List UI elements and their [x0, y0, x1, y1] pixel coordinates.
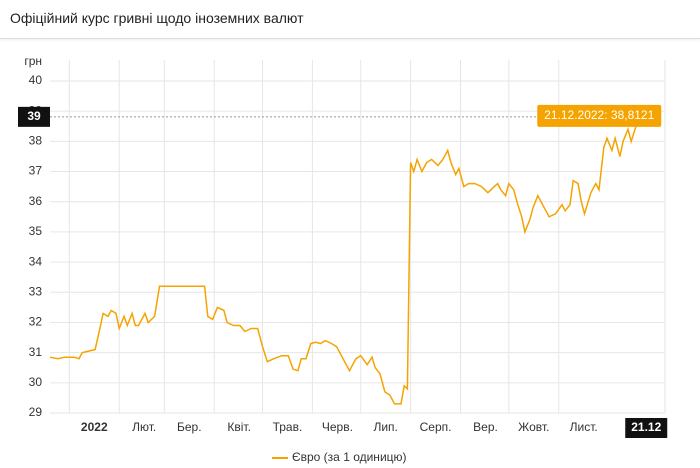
y-crosshair-label: 39	[27, 109, 41, 123]
legend-label: Євро (за 1 одиницю)	[292, 450, 407, 464]
y-axis-label: грн	[24, 54, 42, 68]
x-crosshair-box	[625, 418, 668, 438]
x-tick-label: 2022	[81, 420, 108, 434]
tooltip: 21.12.2022: 38,8121	[544, 108, 654, 122]
y-tick-label: 32	[29, 315, 43, 329]
x-tick-label: Бер.	[177, 420, 202, 434]
y-tick-label: 31	[29, 345, 43, 359]
title: Офіційний курс гривні щодо іноземних вал…	[10, 10, 304, 26]
y-tick-label: 38	[29, 134, 43, 148]
x-tick-label: Квіт.	[227, 420, 251, 434]
header: Офіційний курс гривні щодо іноземних вал…	[0, 0, 700, 39]
x-crosshair-label: 21.12	[631, 420, 661, 434]
x-tick-label: Черв.	[322, 420, 353, 434]
y-tick-label: 34	[29, 254, 43, 268]
x-tick-label: Жовт.	[518, 420, 549, 434]
y-tick-label: 37	[29, 164, 43, 178]
x-tick-label: Трав.	[273, 420, 303, 434]
x-tick-label: Лют.	[132, 420, 156, 434]
y-tick-label: 35	[29, 224, 43, 238]
x-tick-label: Лип.	[373, 420, 397, 434]
y-tick-label: 30	[29, 375, 43, 389]
y-tick-label: 33	[29, 284, 43, 298]
tooltip-box	[537, 104, 662, 127]
y-tick-label: 36	[29, 194, 43, 208]
data-line	[49, 116, 640, 405]
x-tick-label: Серп.	[420, 420, 452, 434]
y-tick-label: 29	[29, 405, 43, 419]
x-tick-label: Лист.	[570, 420, 598, 434]
x-tick-label: Вер.	[473, 420, 498, 434]
y-tick-label: 40	[29, 73, 43, 87]
y-crosshair-box	[18, 106, 50, 127]
